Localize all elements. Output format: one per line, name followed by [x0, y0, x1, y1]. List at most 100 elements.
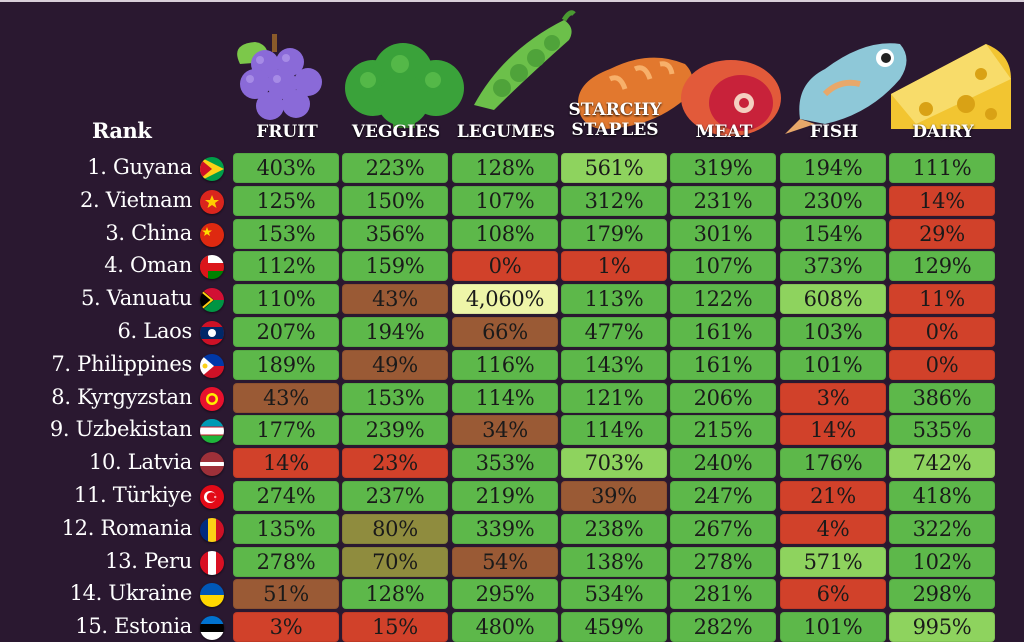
- table-cell: 125%: [233, 185, 339, 216]
- table-cell: 301%: [670, 218, 776, 249]
- table-cell: 298%: [889, 579, 995, 610]
- table-cell: 43%: [233, 382, 339, 413]
- table-cell: 231%: [670, 185, 776, 216]
- flag-peru-icon: [200, 550, 224, 575]
- row-label: 7. Philippines: [51, 351, 192, 376]
- flag-philippines-icon: [200, 353, 224, 378]
- flag-turkiye-icon: [200, 485, 224, 509]
- table-cell: 278%: [233, 546, 339, 577]
- row-label: 10. Latvia: [88, 450, 192, 475]
- table-cell: 0%: [452, 251, 558, 282]
- table-cell: 223%: [342, 153, 448, 183]
- column-header-fish: FISH: [809, 122, 859, 142]
- table-cell: 0%: [889, 317, 995, 347]
- flag-ukraine-icon: [200, 583, 224, 608]
- table-cell: 80%: [342, 513, 448, 544]
- table-cell: 128%: [342, 579, 448, 610]
- row-label: 4. Oman: [104, 253, 192, 278]
- table-cell: 561%: [561, 153, 667, 183]
- table-cell: 138%: [561, 546, 667, 577]
- table-cell: 356%: [342, 218, 448, 249]
- table-cell: 159%: [342, 251, 448, 282]
- table-cell: 312%: [561, 185, 667, 216]
- table-cell: 295%: [452, 579, 558, 610]
- table-cell: 161%: [670, 349, 776, 380]
- peapod-icon: [464, 10, 584, 114]
- table-cell: 21%: [780, 481, 886, 511]
- cheese-icon: [886, 34, 1016, 138]
- table-cell: 11%: [889, 284, 995, 315]
- flag-china-icon: [200, 222, 224, 247]
- row-label: 13. Peru: [105, 548, 192, 573]
- row-label: 9. Uzbekistan: [49, 417, 192, 442]
- row-label: 8. Kyrgyzstan: [51, 384, 192, 409]
- table-cell: 34%: [452, 415, 558, 446]
- table-cell: 153%: [233, 218, 339, 249]
- table-cell: 189%: [233, 349, 339, 380]
- table-cell: 373%: [780, 251, 886, 282]
- row-label: 15. Estonia: [75, 614, 192, 639]
- top-border: [0, 0, 1024, 2]
- table-cell: 3%: [233, 612, 339, 642]
- table-cell: 29%: [889, 218, 995, 249]
- row-label: 6. Laos: [117, 319, 193, 343]
- table-cell: 23%: [342, 448, 448, 479]
- table-cell: 418%: [889, 481, 995, 511]
- table-cell: 103%: [780, 317, 886, 347]
- column-header-veggies: VEGGIES: [351, 122, 441, 142]
- table-cell: 703%: [561, 448, 667, 479]
- table-cell: 194%: [780, 153, 886, 183]
- flag-laos-icon: [200, 321, 224, 345]
- table-cell: 161%: [670, 317, 776, 347]
- table-cell: 4%: [780, 513, 886, 544]
- table-cell: 143%: [561, 349, 667, 380]
- table-cell: 207%: [233, 317, 339, 347]
- column-header-dairy: DAIRY: [912, 122, 974, 142]
- table-cell: 459%: [561, 612, 667, 642]
- table-cell: 66%: [452, 317, 558, 347]
- table-cell: 267%: [670, 513, 776, 544]
- table-cell: 51%: [233, 579, 339, 610]
- table-cell: 219%: [452, 481, 558, 511]
- flag-estonia-icon: [200, 616, 224, 641]
- table-cell: 995%: [889, 612, 995, 642]
- table-cell: 215%: [670, 415, 776, 446]
- flag-uzbekistan-icon: [200, 419, 224, 444]
- table-cell: 128%: [452, 153, 558, 183]
- table-cell: 239%: [342, 415, 448, 446]
- broccoli-icon: [338, 38, 468, 132]
- table-cell: 108%: [452, 218, 558, 249]
- table-cell: 116%: [452, 349, 558, 380]
- table-cell: 177%: [233, 415, 339, 446]
- row-label: 5. Vanuatu: [80, 286, 192, 311]
- flag-vanuatu-icon: [200, 288, 224, 313]
- grapes-icon: [210, 34, 330, 128]
- table-cell: 121%: [561, 382, 667, 413]
- table-cell: 111%: [889, 153, 995, 183]
- table-cell: 194%: [342, 317, 448, 347]
- column-header-fruit: FRUIT: [256, 122, 318, 142]
- row-label: 3. China: [105, 220, 192, 245]
- table-cell: 274%: [233, 481, 339, 511]
- table-cell: 322%: [889, 513, 995, 544]
- table-cell: 122%: [670, 284, 776, 315]
- table-cell: 6%: [780, 579, 886, 610]
- table-cell: 477%: [561, 317, 667, 347]
- table-cell: 535%: [889, 415, 995, 446]
- ham-icon: [676, 48, 786, 142]
- column-header-starchy-staples: STARCHY STAPLES: [568, 100, 662, 140]
- table-cell: 39%: [561, 481, 667, 511]
- table-cell: 14%: [780, 415, 886, 446]
- flag-oman-icon: [200, 255, 224, 280]
- table-cell: 176%: [780, 448, 886, 479]
- table-cell: 1%: [561, 251, 667, 282]
- table-cell: 154%: [780, 218, 886, 249]
- table-cell: 534%: [561, 579, 667, 610]
- table-cell: 101%: [780, 612, 886, 642]
- table-cell: 15%: [342, 612, 448, 642]
- table-cell: 113%: [561, 284, 667, 315]
- row-label: 2. Vietnam: [79, 187, 192, 212]
- rank-header: Rank: [92, 118, 152, 143]
- table-cell: 742%: [889, 448, 995, 479]
- table-cell: 4,060%: [452, 284, 558, 315]
